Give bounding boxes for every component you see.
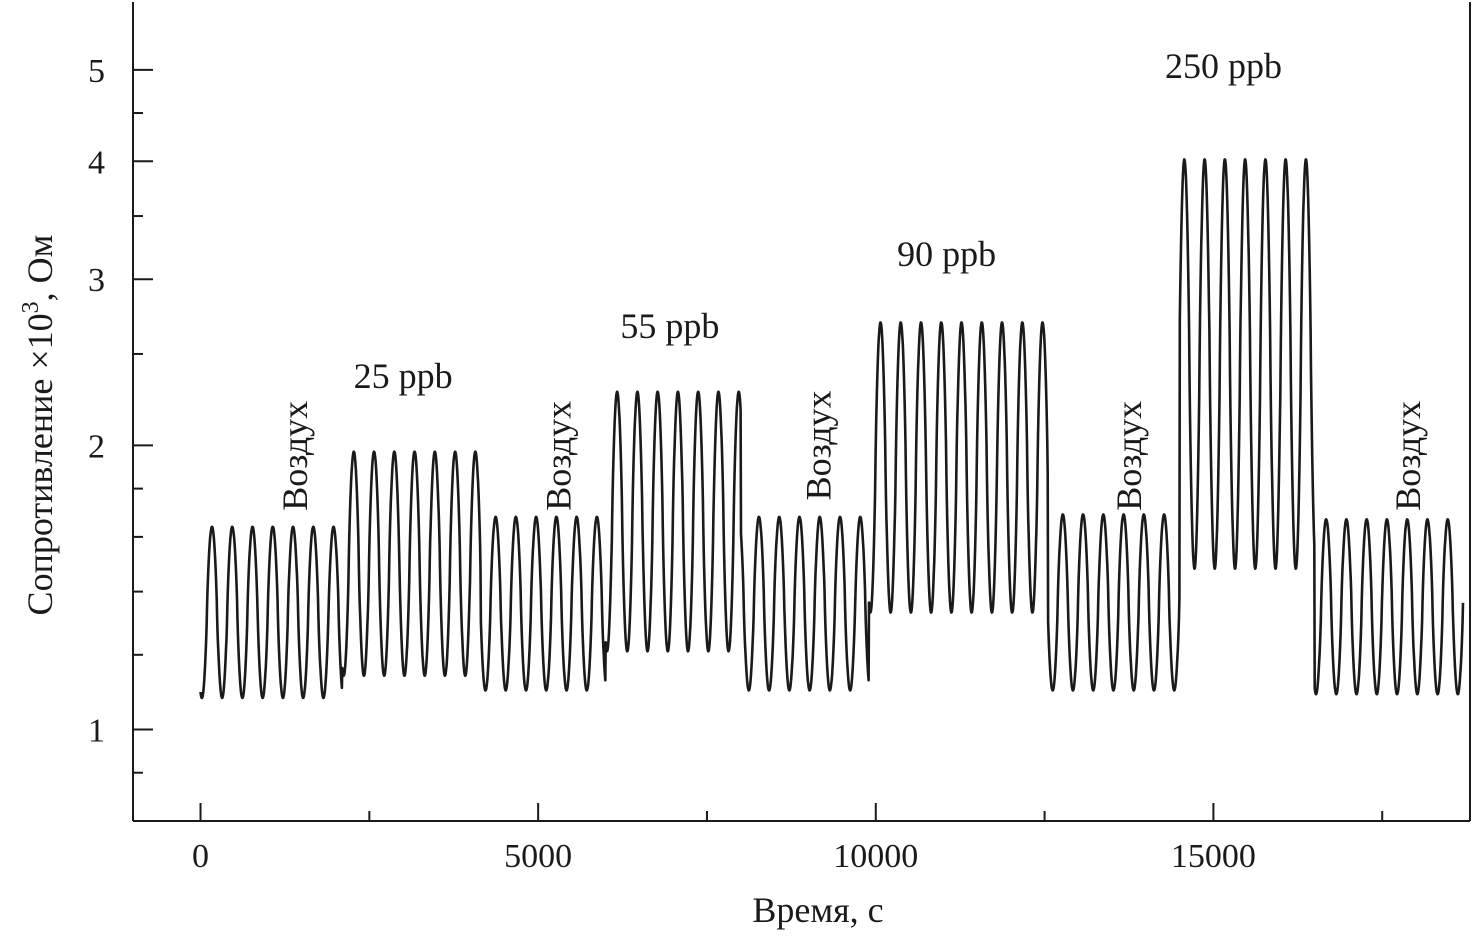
segment-label-vertical: Воздух	[1109, 401, 1149, 511]
segment-label-concentration: 90 ppb	[897, 234, 996, 274]
segment-label-concentration: 25 ppb	[354, 356, 453, 396]
segment-label-vertical: Воздух	[538, 401, 578, 511]
x-axis-title: Время, с	[752, 890, 883, 930]
y-axis-title-main: Сопротивление ×10	[20, 313, 60, 615]
segment-label-vertical: Воздух	[798, 390, 838, 500]
x-tick-label: 0	[192, 838, 209, 875]
segment-label-concentration: 250 ppb	[1165, 46, 1282, 86]
y-tick-label: 3	[88, 262, 105, 299]
y-axis-title-exponent: 3	[18, 301, 44, 313]
segment-label-vertical: Воздух	[1388, 401, 1428, 511]
series-line-resistance	[199, 158, 1465, 700]
y-tick-label: 4	[88, 144, 105, 181]
y-tick-label: 5	[88, 53, 105, 90]
segment-label-concentration: 55 ppb	[620, 306, 719, 346]
y-tick-label: 2	[88, 428, 105, 465]
y-axis-title-unit: , Ом	[20, 235, 60, 302]
x-tick-label: 10000	[833, 838, 918, 875]
segment-label-vertical: Воздух	[275, 401, 315, 511]
x-tick-label: 15000	[1171, 838, 1256, 875]
x-tick-label: 5000	[504, 838, 572, 875]
y-axis-title: Сопротивление ×103, Ом	[18, 235, 60, 616]
y-tick-label: 1	[88, 713, 105, 750]
